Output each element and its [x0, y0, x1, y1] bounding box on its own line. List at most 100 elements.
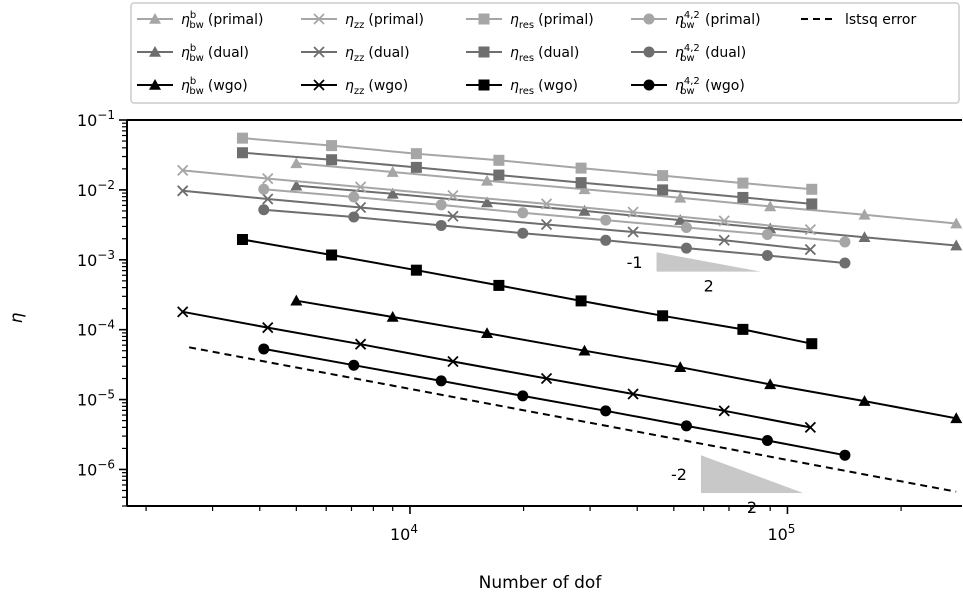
y-axis-label: η: [7, 312, 27, 323]
marker-stroke: [804, 243, 816, 256]
slope-rise-label-1: -1: [627, 253, 643, 272]
marker-stroke: [718, 234, 730, 246]
legend-entry-5: ηzz (dual): [301, 45, 410, 64]
legend-label: η4,2 bw (dual): [675, 43, 746, 64]
y-tick-label-6: 10−6: [77, 457, 115, 479]
data-point-3-4: [578, 344, 591, 356]
data-point-3-7: [858, 395, 871, 406]
series-8: [236, 147, 818, 210]
data-point-7-7: [737, 177, 749, 189]
data-point-1-7: [858, 208, 871, 220]
data-point-6-8: [804, 421, 816, 434]
marker-stroke: [447, 355, 459, 368]
y-tick-label-3: 10−3: [77, 248, 115, 270]
data-point-9-3: [410, 264, 422, 276]
data-point-11-6: [680, 242, 692, 254]
data-point-9-5: [575, 295, 587, 307]
data-point-7-3: [410, 148, 422, 160]
data-point-9-8: [806, 338, 818, 350]
legend-entry-13: lstsq error: [801, 12, 916, 28]
data-point-6-2: [262, 321, 274, 334]
data-point-2-8: [950, 239, 963, 251]
series-line-13: [188, 346, 957, 493]
y-tick-label-5: 10−5: [77, 388, 115, 410]
series-line-11: [263, 208, 845, 264]
data-point-9-6: [657, 310, 669, 322]
marker-stroke: [718, 405, 730, 417]
marker-stroke: [262, 172, 274, 185]
legend-label: η4,2 bw (wgo): [675, 76, 745, 97]
data-point-10-1: [258, 183, 270, 195]
axes: 104 105 10−1 10−2 10−3 10−4 10−5 10−6: [77, 108, 962, 544]
data-point-4-3: [354, 181, 367, 193]
legend-label: η4,2 bw (primal): [675, 10, 761, 31]
series-13: [188, 346, 957, 493]
legend-label: ηres (wgo): [510, 78, 578, 97]
legend-entry-11: η4,2 bw (dual): [631, 43, 746, 64]
data-point-10-3: [435, 199, 447, 211]
series-line-4: [182, 169, 811, 231]
marker-stroke: [627, 226, 639, 238]
series-6: [177, 306, 816, 434]
data-point-2-4: [578, 204, 591, 216]
marker-stroke: [627, 388, 639, 400]
marker-stroke: [313, 13, 325, 25]
marker-stroke: [262, 321, 274, 334]
slope-run-label-2: 2: [747, 498, 757, 517]
marker-stroke: [313, 46, 325, 58]
legend-entry-1: ηb bw (primal): [137, 10, 263, 31]
data-point-8-6: [657, 184, 669, 196]
legend-label: ηb bw (primal): [181, 10, 263, 31]
series-12: [258, 343, 851, 461]
legend-label: ηb bw (dual): [181, 43, 249, 64]
legend-entry-2: ηb bw (dual): [137, 43, 249, 64]
legend-label: lstsq error: [845, 12, 916, 28]
data-point-6-1: [177, 306, 189, 318]
slope-triangle-1: [656, 252, 761, 272]
data-point-10-2: [348, 191, 360, 203]
data-point-12-5: [600, 405, 612, 417]
data-point-12-8: [839, 449, 851, 461]
x-axis-label: Number of dof: [479, 573, 603, 593]
marker-stroke: [313, 79, 325, 91]
data-point-6-3: [354, 338, 367, 350]
data-point-5-2: [262, 193, 274, 205]
legend-swatch-marker: [313, 13, 325, 25]
data-point-6-6: [627, 388, 639, 400]
data-point-10-5: [600, 214, 612, 226]
data-point-12-3: [435, 375, 447, 387]
data-point-5-4: [447, 210, 459, 222]
data-point-6-4: [447, 355, 459, 368]
slope-rise-label-2: -2: [671, 465, 687, 484]
legend-label: ηzz (primal): [345, 12, 424, 31]
data-point-6-5: [540, 372, 553, 385]
x-tick-label-1: 104: [390, 522, 418, 544]
data-point-9-7: [737, 323, 749, 335]
data-point-3-1: [290, 294, 303, 306]
legend-label: ηzz (wgo): [345, 78, 408, 97]
legend-swatch-marker: [313, 79, 325, 91]
data-point-9-1: [236, 234, 248, 246]
marker-stroke: [354, 181, 367, 193]
data-point-3-6: [764, 378, 777, 390]
data-point-8-4: [493, 169, 505, 181]
data-point-1-5: [674, 191, 687, 203]
data-point-4-5: [540, 198, 553, 210]
series-4: [177, 164, 816, 236]
data-point-2-1: [290, 179, 303, 191]
legend-label: ηb bw (wgo): [181, 76, 248, 97]
data-point-2-2: [386, 187, 399, 199]
y-tick-label-4: 10−4: [77, 318, 115, 340]
series-layer: [177, 132, 963, 493]
data-point-5-6: [627, 226, 639, 238]
marker-stroke: [540, 372, 553, 385]
series-11: [258, 204, 851, 269]
series-line-1: [296, 162, 957, 225]
series-line-12: [263, 347, 846, 457]
marker-stroke: [177, 306, 189, 318]
legend: ηb bw (primal) ηb bw (dual) ηb bw (wgo) ηzz (prima…: [130, 2, 960, 104]
data-point-3-8: [950, 412, 963, 424]
data-point-10-8: [839, 236, 851, 248]
legend-swatch-marker: [643, 13, 655, 25]
